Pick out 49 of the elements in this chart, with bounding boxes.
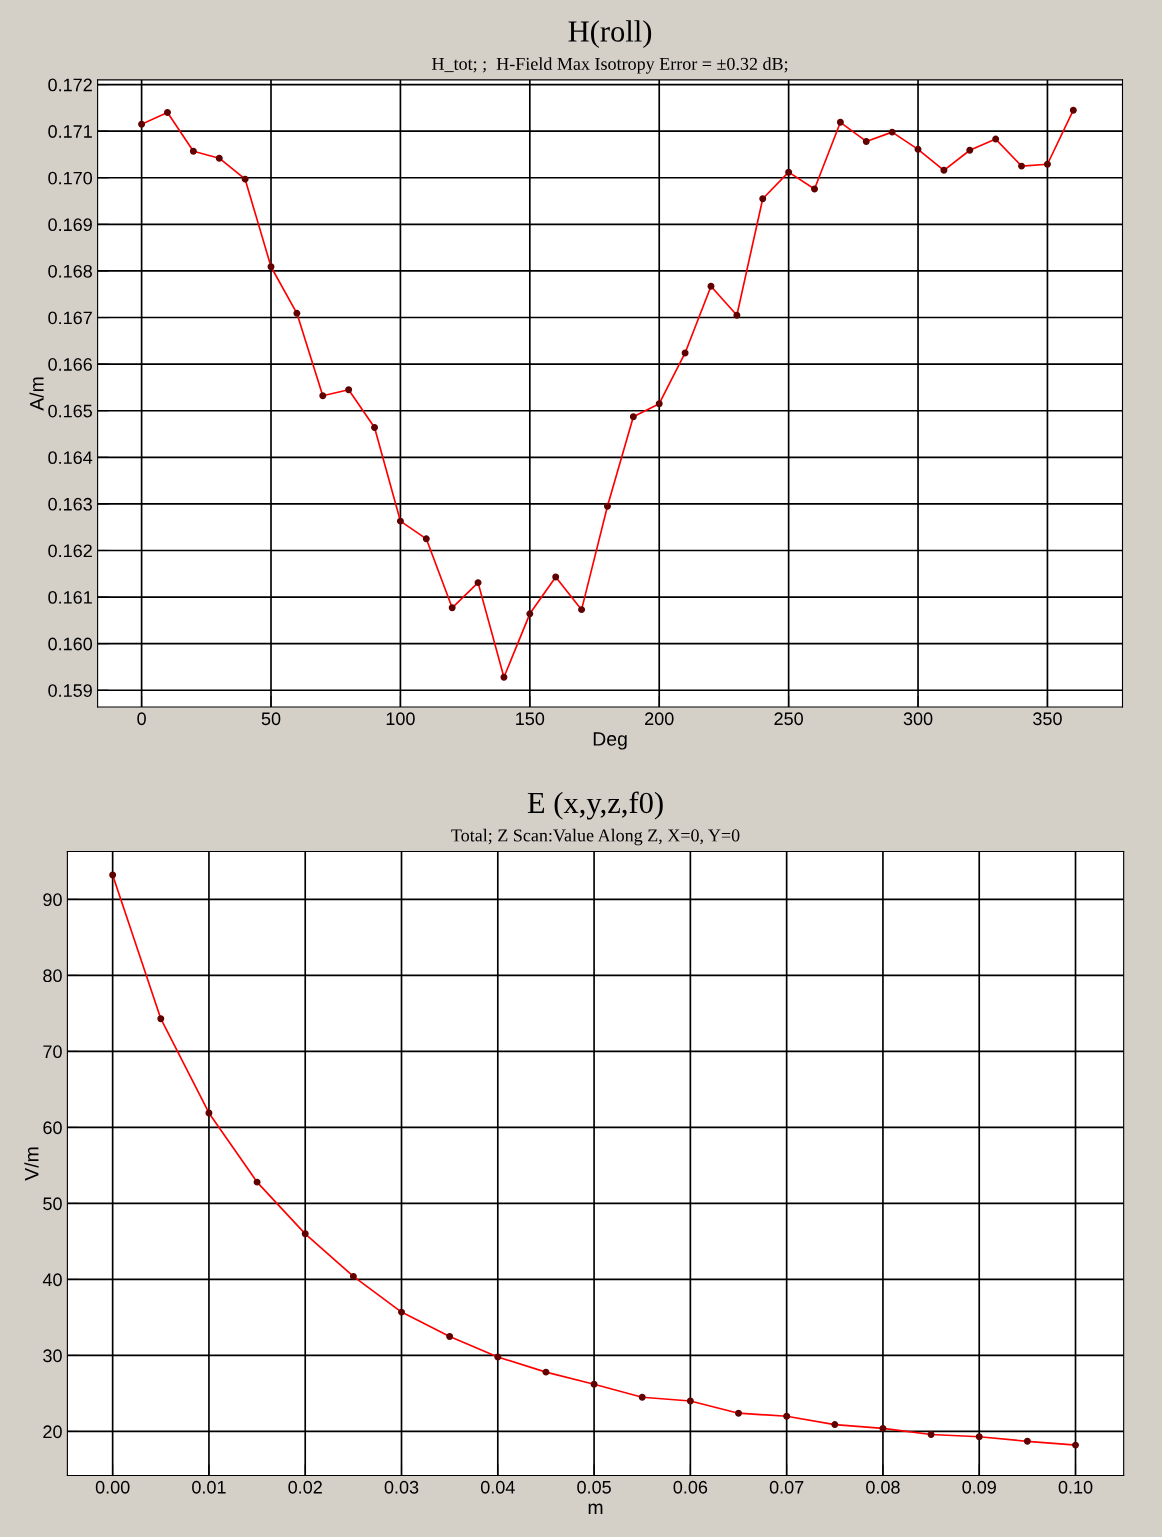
- x-tick-label: 0.06: [673, 1480, 708, 1494]
- y-tick-label: 0.167: [48, 311, 92, 325]
- y-tick-label: 30: [43, 1349, 62, 1363]
- x-axis-title: Deg: [593, 732, 627, 750]
- x-tick-label: 100: [386, 712, 415, 726]
- y-tick-label: 40: [42, 1273, 62, 1287]
- x-tick-label: 300: [903, 712, 933, 726]
- x-tick-label: 0.09: [962, 1480, 996, 1494]
- y-tick-label: 0.160: [48, 637, 93, 651]
- y-tick-label: 0.162: [48, 544, 92, 558]
- y-tick-label: 0.171: [48, 125, 92, 138]
- y-axis-title: A/m: [29, 377, 44, 411]
- y-axis-title: V/m: [24, 1147, 39, 1181]
- x-tick-label: 0.07: [769, 1480, 804, 1494]
- x-tick-label: 0.04: [480, 1480, 515, 1494]
- y-tick-label: 20: [43, 1425, 62, 1439]
- y-tick-label: 0.166: [48, 358, 92, 371]
- x-tick-label: 350: [1033, 712, 1062, 726]
- x-tick-label: 0.02: [288, 1480, 322, 1494]
- y-tick-label: 0.165: [48, 404, 92, 418]
- y-tick-label: 90: [43, 893, 62, 907]
- y-tick-label: 0.170: [48, 171, 93, 185]
- chart-title: E (x,y,z,f0): [527, 791, 663, 820]
- chart-subtitle: Total; Z Scan:Value Along Z, X=0, Y=0: [451, 828, 740, 846]
- y-tick-label: 60: [43, 1121, 62, 1135]
- y-tick-label: 0.172: [48, 78, 92, 92]
- y-tick-label: 80: [43, 969, 62, 983]
- y-tick-label: 0.161: [48, 591, 92, 604]
- x-tick-label: 0.01: [192, 1480, 226, 1494]
- y-tick-label: 70: [43, 1045, 62, 1059]
- y-tick-label: 0.163: [48, 497, 92, 511]
- y-tick-label: 0.159: [48, 684, 92, 697]
- x-tick-label: 0.05: [577, 1480, 611, 1494]
- x-tick-label: 200: [645, 712, 674, 726]
- x-tick-label: 150: [516, 712, 545, 726]
- x-tick-label: 0.03: [384, 1480, 419, 1494]
- x-tick-label: 50: [261, 712, 281, 726]
- x-tick-label: 0.00: [95, 1480, 130, 1494]
- x-tick-label: 0: [137, 712, 146, 726]
- y-tick-label: 50: [43, 1197, 62, 1211]
- x-tick-label: 0.08: [866, 1480, 900, 1494]
- chart-subtitle: H_tot; ; H-Field Max Isotropy Error = ±0.32 dB;: [432, 57, 788, 74]
- x-tick-label: 250: [774, 712, 803, 726]
- y-tick-label: 0.164: [48, 451, 93, 465]
- x-tick-label: 0.10: [1058, 1480, 1093, 1494]
- chart-title: H(roll): [568, 20, 652, 48]
- x-axis-title: m: [588, 1503, 603, 1515]
- y-tick-label: 0.168: [48, 264, 92, 278]
- y-tick-label: 0.169: [48, 218, 92, 232]
